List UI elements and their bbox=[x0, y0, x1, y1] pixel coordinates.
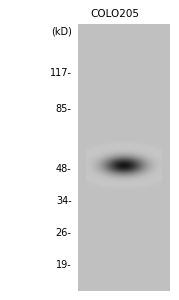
Text: 34-: 34- bbox=[56, 196, 72, 206]
Text: 48-: 48- bbox=[56, 164, 72, 175]
Text: 26-: 26- bbox=[56, 227, 72, 238]
Text: (kD): (kD) bbox=[51, 26, 72, 37]
Text: 19-: 19- bbox=[56, 260, 72, 271]
Text: 117-: 117- bbox=[50, 68, 72, 79]
Bar bbox=[78, 24, 170, 291]
Text: COLO205: COLO205 bbox=[90, 9, 139, 19]
Text: 85-: 85- bbox=[56, 104, 72, 115]
